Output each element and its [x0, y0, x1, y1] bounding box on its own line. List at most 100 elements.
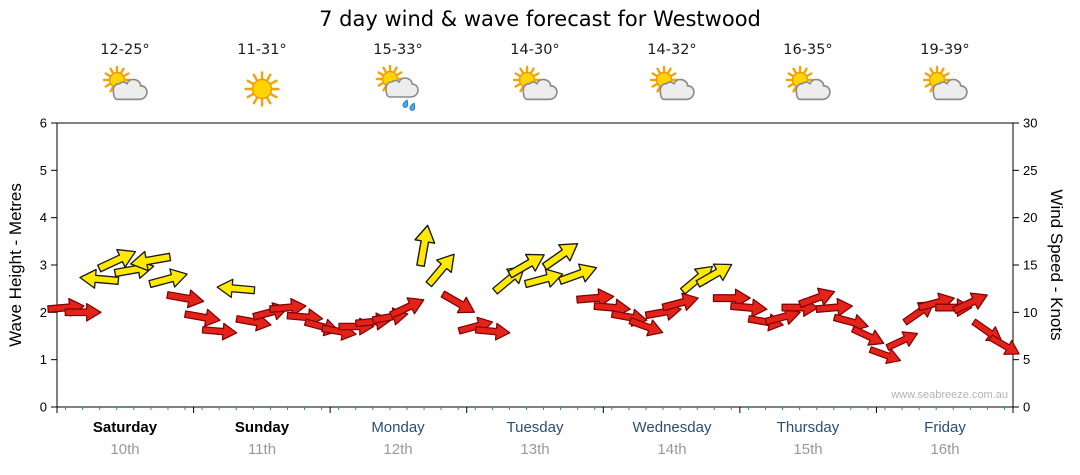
wind-arrow: [952, 292, 988, 315]
sun-ray: [246, 92, 255, 99]
weather-sun-cloud-rain-icon: [375, 64, 419, 111]
sun-ray: [377, 71, 384, 77]
wind-arrow: [184, 308, 221, 327]
wind-arrow: [798, 287, 836, 308]
temperature-range: 14-32°: [647, 42, 697, 58]
weather-icon: [97, 63, 153, 113]
sun-ray: [806, 72, 813, 77]
day-axis-label: Sunday 11th: [235, 419, 289, 458]
wind-arrow: [695, 263, 733, 288]
day-axis-label: Monday 12th: [371, 419, 424, 458]
day-name: Friday: [924, 419, 966, 436]
sun-ray: [670, 72, 677, 77]
sun-ray: [109, 86, 115, 93]
wind-arrow: [712, 288, 751, 308]
sun-ray: [929, 67, 934, 74]
sun-ray: [651, 83, 658, 88]
wind-tick-label: 30: [1023, 116, 1037, 131]
temperature-range: 14-30°: [510, 42, 560, 58]
sun-ray: [382, 66, 387, 73]
sun-ray: [377, 81, 384, 87]
day-date: 15th: [793, 441, 823, 458]
raindrop: [402, 99, 409, 108]
day-name: Saturday: [92, 419, 158, 436]
weather-sun-cloud-icon: [102, 65, 148, 101]
sun-ray: [787, 72, 794, 78]
day-header: 14-30°: [507, 42, 563, 113]
wind-arrow: [166, 289, 205, 309]
wind-arrow: [440, 290, 476, 314]
wind-arrow: [764, 307, 801, 326]
wind-axis-label: Wind Speed - Knots: [1047, 189, 1066, 341]
wind-tick-label: 15: [1023, 258, 1037, 273]
day-header: 14-32°: [644, 42, 700, 113]
weather-sun-cloud-icon: [512, 65, 558, 101]
wind-arrow: [576, 288, 615, 308]
wind-tick-label: 5: [1023, 352, 1030, 367]
temperature-range: 15-33°: [373, 42, 423, 58]
cloud-shape: [932, 78, 968, 101]
cloud-shape: [795, 78, 831, 101]
wave-tick-label: 3: [40, 258, 47, 273]
wind-arrow: [269, 297, 307, 317]
wave-tick-label: 5: [40, 163, 47, 178]
chart-title: 7 day wind & wave forecast for Westwood: [319, 7, 761, 31]
wind-arrow: [64, 303, 102, 322]
sun-ray: [519, 86, 525, 93]
wind-tick-label: 0: [1023, 400, 1030, 415]
sun-ray: [252, 73, 258, 82]
day-date: 16th: [930, 441, 960, 458]
day-header: 16-35°: [780, 42, 836, 113]
sun-ray: [787, 83, 794, 88]
day-date: 14th: [657, 441, 687, 458]
wind-arrow: [730, 298, 768, 318]
watermark: www.seabreeze.com.au: [891, 389, 1008, 401]
wind-tick-label: 20: [1023, 210, 1037, 225]
cloud-shape: [385, 77, 419, 98]
wave-tick-label: 6: [40, 116, 47, 131]
wind-arrow: [79, 268, 120, 289]
cloud-shape: [522, 78, 558, 101]
day-header: 19-39°: [917, 42, 973, 113]
day-date: 13th: [520, 441, 550, 458]
temperature-range: 12-25°: [100, 42, 150, 58]
wind-arrow: [389, 297, 425, 319]
cloud-shape: [112, 78, 148, 101]
sun-ray: [252, 96, 259, 105]
sun-ray: [530, 67, 535, 74]
wind-arrow: [148, 268, 188, 289]
sun-ray: [519, 67, 524, 74]
sun-ray: [656, 86, 662, 93]
wind-arrow: [988, 334, 1020, 355]
raindrop: [409, 102, 416, 111]
wind-arrow: [661, 292, 699, 312]
wind-arrow: [523, 268, 564, 289]
wind-arrow: [507, 253, 545, 279]
sun-ray: [266, 96, 272, 105]
wave-tick-label: 2: [40, 305, 47, 320]
wind-tick-label: 25: [1023, 163, 1037, 178]
sun-ray: [667, 67, 672, 74]
day-name: Wednesday: [632, 419, 712, 436]
day-axis-label: Tuesday 13th: [507, 419, 564, 458]
weather-icon: [507, 63, 563, 113]
sun-ray: [514, 83, 521, 88]
wind-arrow: [474, 322, 511, 341]
sun-ray: [533, 72, 540, 77]
day-header: 11-31°: [234, 42, 290, 113]
wind-tick-label: 10: [1023, 305, 1037, 320]
wave-tick-label: 1: [40, 352, 47, 367]
weather-icon: [644, 63, 700, 113]
day-name: Monday: [371, 419, 425, 436]
sun-ray: [109, 67, 114, 74]
weather-icon: [370, 63, 426, 113]
sun-ray: [514, 72, 521, 78]
sun-ray: [803, 67, 808, 74]
weather-icon: [917, 63, 973, 113]
weather-icon: [234, 63, 290, 113]
sun-ray: [943, 72, 950, 77]
temperature-range: 11-31°: [237, 42, 287, 58]
wave-tick-label: 4: [40, 210, 47, 225]
wind-arrows-layer: [47, 224, 1020, 365]
